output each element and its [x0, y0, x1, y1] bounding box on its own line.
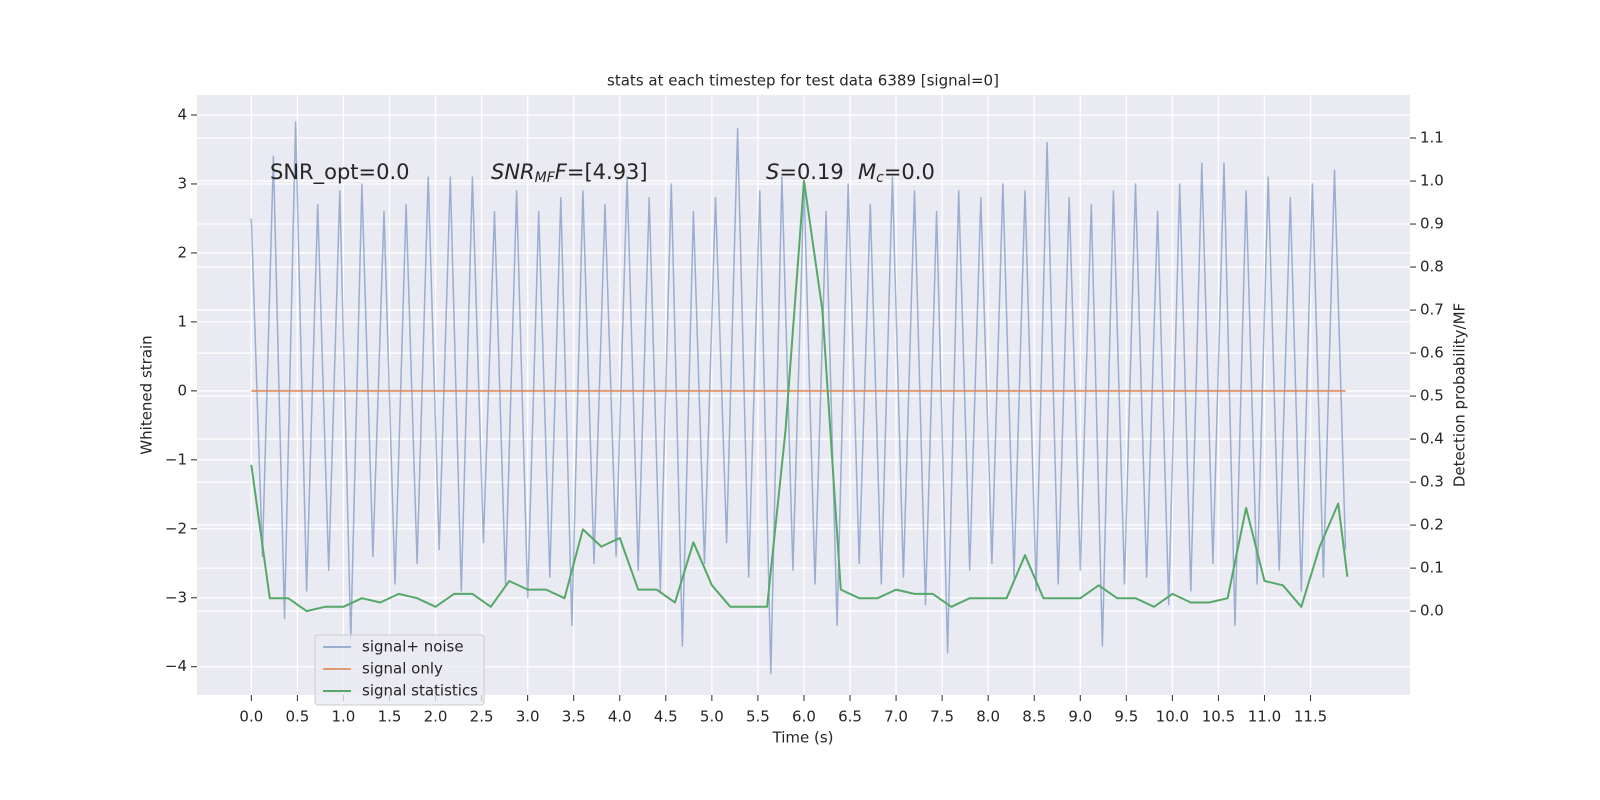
x-axis-label: Time (s)	[772, 729, 834, 747]
y2-tick-label: 0.1	[1420, 559, 1444, 577]
legend-label: signal+ noise	[362, 638, 464, 656]
annotation-part: S	[766, 160, 779, 184]
x-tick-label: 6.0	[792, 708, 816, 726]
annotation: S=0.19	[766, 160, 844, 184]
y-tick-label: 4	[177, 106, 187, 124]
x-tick-label: 10.5	[1202, 708, 1235, 726]
y2-tick-label: 0.5	[1420, 387, 1444, 405]
x-tick-label: 10.0	[1156, 708, 1189, 726]
x-tick-label: 9.5	[1114, 708, 1138, 726]
series-line	[250, 121, 1347, 675]
x-tick-label: 5.5	[746, 708, 770, 726]
y2-tick-label: 0.7	[1420, 301, 1444, 319]
y2-tick-label: 0.3	[1420, 473, 1444, 491]
annotation-part: c	[876, 170, 884, 186]
x-tick-label: 9.0	[1068, 708, 1092, 726]
y2-tick-label: 1.1	[1420, 129, 1444, 147]
x-tick-label: 6.5	[838, 708, 862, 726]
y2-axis-label: Detection probability/MF	[1451, 303, 1469, 487]
x-tick-label: 3.5	[562, 708, 586, 726]
legend-label: signal statistics	[362, 682, 478, 700]
y2-tick-label: 0.9	[1420, 215, 1444, 233]
y2-tick-label: 0.8	[1420, 258, 1444, 276]
x-tick-label: 2.5	[470, 708, 494, 726]
y-tick-label: 2	[177, 243, 187, 261]
x-tick-label: 8.0	[976, 708, 1000, 726]
x-tick-label: 1.5	[378, 708, 402, 726]
annotation-part: MF	[535, 170, 556, 186]
annotation-part: =0.19	[779, 160, 843, 184]
annotation: SNR_opt=0.0	[270, 160, 410, 185]
series-line	[250, 180, 1349, 613]
y2-tick-label: 0.2	[1420, 516, 1444, 534]
y2-tick-label: 0.0	[1420, 602, 1444, 620]
x-tick-label: 0.5	[285, 708, 309, 726]
annotation-part: SNR	[491, 160, 535, 184]
y2-tick-label: 1.0	[1420, 172, 1444, 190]
y-tick-label: 1	[177, 312, 187, 330]
x-tick-label: 11.0	[1248, 708, 1281, 726]
x-tick-label: 11.5	[1294, 708, 1327, 726]
y-tick-label: −3	[165, 588, 187, 606]
y2-tick-label: 0.6	[1420, 344, 1444, 362]
legend-box	[314, 634, 485, 706]
y2-tick-label: 0.4	[1420, 430, 1444, 448]
y-tick-label: −2	[165, 519, 187, 537]
annotation: Mc=0.0	[858, 160, 935, 186]
x-tick-label: 2.0	[424, 708, 448, 726]
y-tick-label: 3	[177, 174, 187, 192]
annotation-part: =[4.93]	[567, 160, 648, 184]
annotation-part: M	[858, 160, 876, 184]
y-tick-label: 0	[177, 381, 187, 399]
x-tick-label: 3.0	[516, 708, 540, 726]
annotation: SNRMFF=[4.93]	[491, 160, 648, 186]
annotation-part: SNR_opt=0.0	[270, 160, 410, 185]
x-tick-label: 8.5	[1022, 708, 1046, 726]
legend-label: signal only	[362, 660, 443, 678]
y-tick-label: −1	[165, 450, 187, 468]
x-tick-label: 1.0	[332, 708, 356, 726]
x-tick-label: 4.5	[654, 708, 678, 726]
x-tick-label: 7.0	[884, 708, 908, 726]
annotation-part: =0.0	[884, 160, 935, 184]
chart-title: stats at each timestep for test data 638…	[607, 72, 999, 90]
x-tick-label: 4.0	[608, 708, 632, 726]
y-axis-label: Whitened strain	[138, 335, 156, 454]
x-tick-label: 7.5	[930, 708, 954, 726]
x-tick-label: 5.0	[700, 708, 724, 726]
x-tick-label: 0.0	[239, 708, 263, 726]
y-tick-label: −4	[165, 657, 187, 675]
annotation-part: F	[555, 160, 568, 184]
